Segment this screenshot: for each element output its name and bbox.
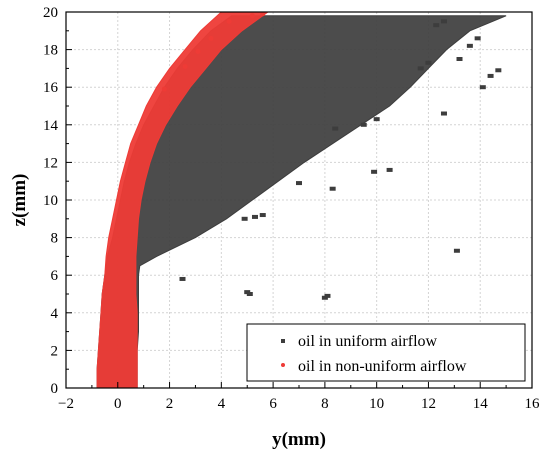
data-point <box>456 57 463 61</box>
y-tick-label: 18 <box>43 43 58 59</box>
legend-marker-non-uniform <box>281 363 285 367</box>
data-point <box>440 19 447 24</box>
legend-marker-uniform <box>281 339 285 343</box>
x-tick-label: 10 <box>369 396 384 412</box>
series-non-uniform <box>96 12 269 388</box>
data-point <box>332 126 339 131</box>
data-point <box>417 66 424 71</box>
data-point <box>495 68 502 73</box>
data-point <box>487 73 494 78</box>
data-point <box>260 12 266 17</box>
data-point <box>474 36 481 41</box>
data-point <box>373 117 380 122</box>
data-point <box>161 86 167 92</box>
data-point <box>466 43 473 48</box>
data-point <box>246 292 253 296</box>
y-tick-label: 12 <box>43 155 58 171</box>
y-tick-label: 0 <box>51 381 59 397</box>
x-tick-label: 14 <box>473 396 489 412</box>
data-point <box>249 13 255 19</box>
data-point <box>241 216 248 221</box>
data-point <box>425 60 432 65</box>
x-tick-label: 12 <box>421 396 436 412</box>
data-point <box>296 181 302 186</box>
y-axis-title: z(mm) <box>9 174 30 227</box>
data-point <box>371 169 378 174</box>
x-tick-label: 0 <box>114 396 122 412</box>
y-tick-label: 6 <box>51 268 59 284</box>
legend-label-non-uniform: oil in non-uniform airflow <box>298 358 467 375</box>
series-layer <box>96 12 507 388</box>
data-point <box>329 186 336 191</box>
x-tick-label: −2 <box>58 396 74 412</box>
x-tick-label: 4 <box>218 396 226 412</box>
y-tick-label: 16 <box>43 80 59 96</box>
data-point <box>479 85 486 90</box>
data-point <box>324 293 331 298</box>
y-tick-label: 4 <box>51 306 59 322</box>
data-point <box>259 213 266 218</box>
data-point <box>433 23 440 28</box>
x-tick-label: 6 <box>269 396 277 412</box>
data-point <box>195 48 201 54</box>
tick-layer <box>65 11 533 389</box>
legend: oil in uniform airflow oil in non-unifor… <box>246 323 526 382</box>
data-point <box>182 64 188 70</box>
x-tick-label: 2 <box>166 396 174 412</box>
data-point <box>453 248 460 253</box>
data-point <box>360 122 367 127</box>
legend-label-uniform: oil in uniform airflow <box>298 333 438 350</box>
band-non-uniform <box>96 12 269 388</box>
data-point <box>440 111 447 116</box>
x-tick-label: 16 <box>525 396 541 412</box>
y-tick-label: 8 <box>51 231 59 247</box>
x-axis-title: y(mm) <box>272 429 326 450</box>
x-tick-label: 8 <box>321 396 329 412</box>
y-tick-label: 14 <box>43 118 59 134</box>
data-point <box>179 276 186 281</box>
y-tick-label: 2 <box>51 343 59 359</box>
y-tick-label: 10 <box>43 193 58 209</box>
data-point <box>226 18 232 24</box>
legend-box <box>246 323 526 382</box>
data-point <box>386 167 393 172</box>
data-point <box>251 214 258 219</box>
data-point <box>208 35 214 41</box>
y-tick-label: 20 <box>43 5 58 21</box>
